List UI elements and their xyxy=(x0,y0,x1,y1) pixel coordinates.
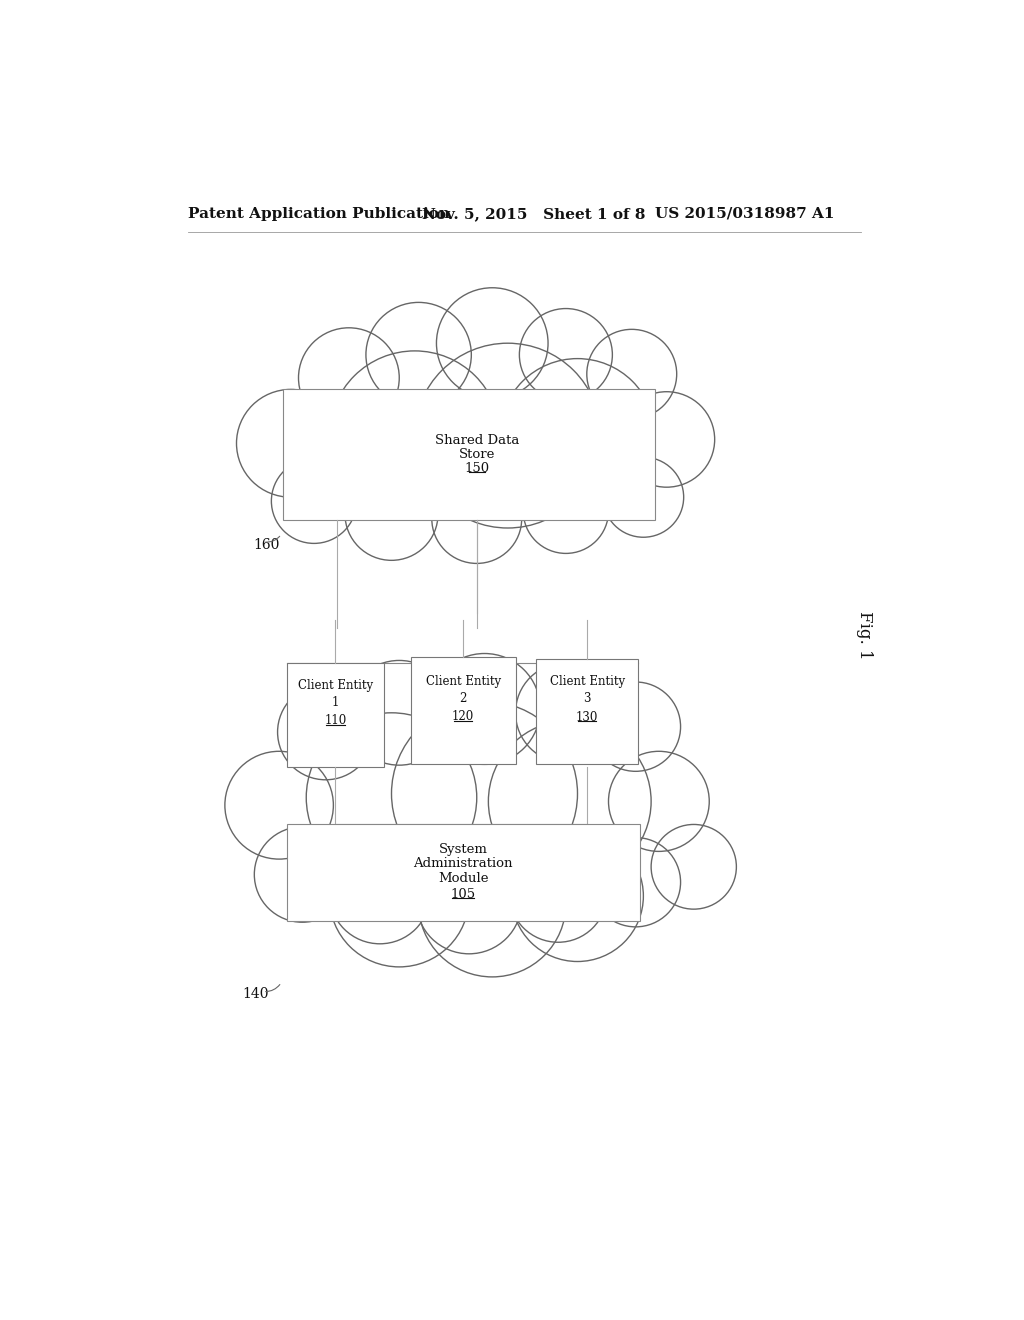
Circle shape xyxy=(254,826,350,923)
Text: System: System xyxy=(438,843,487,855)
Text: 140: 140 xyxy=(243,987,269,1001)
Circle shape xyxy=(436,288,548,399)
Text: 2: 2 xyxy=(460,692,467,705)
Circle shape xyxy=(391,701,578,886)
Text: 150: 150 xyxy=(464,462,489,475)
Circle shape xyxy=(330,351,500,520)
Bar xyxy=(537,659,638,763)
Text: Fig. 1: Fig. 1 xyxy=(856,611,872,660)
Circle shape xyxy=(330,829,469,968)
Circle shape xyxy=(225,751,334,859)
Bar xyxy=(287,825,640,921)
Text: 1: 1 xyxy=(332,696,339,709)
Circle shape xyxy=(651,825,736,909)
Circle shape xyxy=(500,359,655,512)
Text: US 2015/0318987 A1: US 2015/0318987 A1 xyxy=(655,207,835,220)
Circle shape xyxy=(237,389,345,498)
Circle shape xyxy=(519,309,612,401)
Circle shape xyxy=(417,849,521,954)
Bar xyxy=(411,657,515,763)
Text: 160: 160 xyxy=(254,539,280,552)
Text: Client Entity: Client Entity xyxy=(426,675,501,688)
Circle shape xyxy=(271,459,356,544)
Circle shape xyxy=(366,302,471,407)
Circle shape xyxy=(591,682,681,771)
Circle shape xyxy=(330,843,430,944)
Text: Shared Data: Shared Data xyxy=(434,434,519,447)
Circle shape xyxy=(591,838,681,927)
Circle shape xyxy=(346,660,452,766)
Circle shape xyxy=(415,343,601,528)
Text: 130: 130 xyxy=(575,711,598,723)
Circle shape xyxy=(306,713,477,882)
Text: Nov. 5, 2015   Sheet 1 of 8: Nov. 5, 2015 Sheet 1 of 8 xyxy=(423,207,646,220)
Circle shape xyxy=(512,830,643,961)
Circle shape xyxy=(587,330,677,418)
Text: Module: Module xyxy=(438,873,488,886)
Circle shape xyxy=(299,327,399,428)
Text: Administration: Administration xyxy=(414,857,513,870)
Circle shape xyxy=(278,684,374,780)
Text: 105: 105 xyxy=(451,887,476,900)
Text: 3: 3 xyxy=(584,693,591,705)
Circle shape xyxy=(603,457,684,537)
Text: 110: 110 xyxy=(325,714,346,727)
Circle shape xyxy=(419,830,566,977)
Text: Patent Application Publication: Patent Application Publication xyxy=(188,207,451,220)
Circle shape xyxy=(509,845,607,942)
Circle shape xyxy=(618,392,715,487)
Text: 120: 120 xyxy=(452,710,474,723)
Bar xyxy=(283,389,655,520)
Circle shape xyxy=(429,653,541,764)
Circle shape xyxy=(432,474,521,564)
Text: Store: Store xyxy=(459,449,495,462)
Circle shape xyxy=(515,663,616,763)
Text: Client Entity: Client Entity xyxy=(298,678,373,692)
Circle shape xyxy=(608,751,710,851)
Bar xyxy=(287,663,384,767)
Text: Client Entity: Client Entity xyxy=(550,676,625,689)
Circle shape xyxy=(345,469,438,561)
Circle shape xyxy=(488,721,651,882)
Circle shape xyxy=(523,469,608,553)
